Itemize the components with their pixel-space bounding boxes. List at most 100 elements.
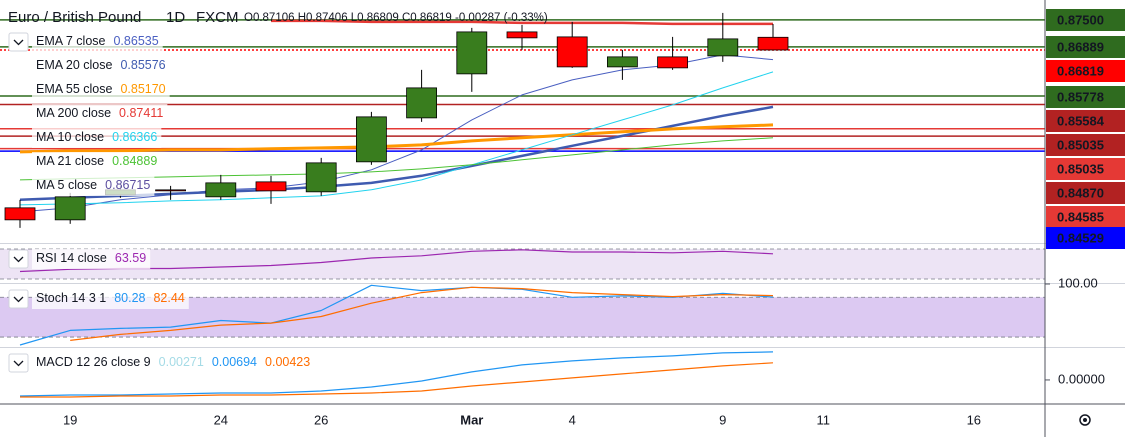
indicator-line	[19, 54, 774, 213]
ohlc-values: O0.87106 H0.87406 L0.86809 C0.86819 -0.0…	[244, 12, 548, 24]
indicator-line	[70, 286, 774, 341]
legend-name: MACD 12 26 close 9	[36, 355, 151, 369]
legend-background	[32, 353, 315, 373]
x-tick-label: 24	[214, 412, 228, 427]
legend-value: 0.00423	[265, 355, 310, 369]
collapse-button[interactable]	[8, 249, 29, 269]
legend-value: 0.00271	[159, 355, 204, 369]
gear-hub	[1083, 418, 1087, 422]
legend-value: 80.28	[114, 291, 145, 305]
legend-row: MA 21 close 0.84889	[36, 154, 157, 168]
price-label-badge	[1046, 134, 1125, 156]
price-label: 0.85778	[1057, 89, 1104, 104]
indicator-line	[19, 351, 774, 397]
price-label: 0.85584	[1057, 113, 1105, 128]
interval[interactable]: 1D	[166, 9, 185, 26]
price-label-badge	[1046, 227, 1125, 249]
x-tick-label: 9	[719, 412, 726, 427]
legend-value: 0.84889	[112, 154, 157, 168]
candle-body	[4, 207, 36, 221]
indicator-band	[0, 249, 1045, 280]
legend-row: EMA 55 close 0.85170	[36, 82, 166, 96]
legend-name: EMA 20 close	[36, 58, 112, 72]
price-label-badge	[1046, 86, 1125, 108]
legend-name: EMA 55 close	[36, 82, 112, 96]
legend-value: 0.85170	[120, 82, 165, 96]
legend-value: 0.86715	[105, 178, 150, 192]
legend-name: MA 10 close	[36, 130, 104, 144]
legend-background	[32, 128, 162, 148]
chevron-icon	[13, 360, 24, 367]
legend-row: Stoch 14 3 1 80.28 82.44	[36, 291, 185, 305]
legend-row: MA 5 close 0.86715	[36, 178, 150, 192]
legend-background	[32, 32, 163, 52]
x-tick-label: 11	[816, 412, 830, 427]
candle-body	[355, 116, 387, 163]
collapse-button[interactable]	[8, 289, 29, 309]
x-tick-label: 26	[314, 412, 328, 427]
legend-row: RSI 14 close 63.59	[36, 251, 146, 265]
price-label-badge	[1046, 158, 1125, 180]
candle-body	[205, 182, 237, 198]
legend-value: 63.59	[115, 251, 146, 265]
price-label: 0.85035	[1057, 137, 1104, 152]
legend-name: MA 21 close	[36, 154, 104, 168]
candle-body	[255, 181, 287, 192]
price-label-badge	[1046, 60, 1125, 82]
legend-value: 0.85576	[120, 58, 165, 72]
chevron-icon	[13, 256, 24, 263]
legend-name: MA 5 close	[36, 178, 97, 192]
candle-body	[657, 56, 688, 69]
legend-value: 82.44	[153, 291, 184, 305]
price-label-badge	[1046, 182, 1125, 204]
legend-name: RSI 14 close	[36, 251, 107, 265]
legend-value: 0.86535	[113, 34, 158, 48]
candle-body	[54, 196, 86, 221]
legend-background	[32, 104, 168, 124]
legend-name: Stoch 14 3 1	[36, 291, 106, 305]
legend-background	[32, 80, 170, 100]
y-tick-label: 0.00000	[1058, 371, 1105, 386]
legend-background	[32, 249, 151, 269]
legend-row: MA 10 close 0.86366	[36, 130, 157, 144]
candle-body	[406, 87, 438, 119]
candle-body	[757, 36, 789, 51]
legend-row: EMA 7 close 0.86535	[36, 34, 159, 48]
candle-body	[556, 36, 588, 68]
legend-row: EMA 20 close 0.85576	[36, 58, 166, 72]
candle-body	[707, 38, 739, 57]
indicator-line	[19, 71, 774, 206]
price-label: 0.84585	[1057, 209, 1104, 224]
settings-button[interactable]	[1079, 414, 1091, 426]
legend-value: 0.86366	[112, 130, 157, 144]
legend-background	[32, 56, 170, 76]
indicator-line	[19, 123, 774, 154]
legend-value: 0.87411	[119, 106, 163, 120]
indicator-line	[19, 284, 774, 346]
x-tick-label: 19	[63, 412, 77, 427]
candle-body	[155, 189, 187, 192]
price-label: 0.87500	[1057, 12, 1104, 27]
collapse-button[interactable]	[8, 353, 29, 373]
legend-value: 0.00694	[212, 355, 257, 369]
legend-name: MA 200 close	[36, 106, 111, 120]
price-label: 0.85035	[1057, 161, 1104, 176]
pane-backgrounds	[0, 19, 1125, 348]
collapse-button[interactable]	[8, 32, 29, 52]
price-label: 0.86889	[1057, 39, 1104, 54]
price-label-badge	[1046, 206, 1125, 228]
price-label: 0.84870	[1057, 185, 1104, 200]
price-label-badge	[1046, 9, 1125, 31]
x-tick-label: 16	[967, 412, 981, 427]
legend-background	[32, 176, 155, 196]
price-label-badge	[1046, 110, 1125, 132]
price-label-badge	[1046, 36, 1125, 58]
chevron-icon	[13, 39, 24, 46]
indicator-line	[20, 362, 774, 398]
x-tick-label: Mar	[460, 412, 483, 427]
legend-row: MA 200 close 0.87411	[36, 106, 163, 120]
legend-name: EMA 7 close	[36, 34, 106, 48]
